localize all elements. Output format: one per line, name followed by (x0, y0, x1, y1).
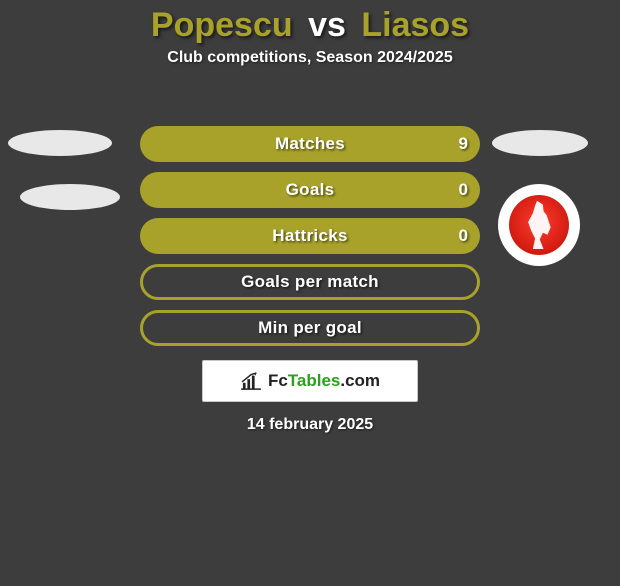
stat-bar-label: Min per goal (258, 318, 362, 338)
stat-bar-row: Goals per match (140, 264, 480, 300)
stat-bar-row: Min per goal (140, 310, 480, 346)
club-badge-inner (509, 195, 570, 256)
stat-bar-label: Hattricks (272, 226, 347, 246)
vs-word: vs (308, 6, 346, 44)
logo-text: FcTables.com (268, 371, 380, 391)
logo-mid: Tables (288, 371, 341, 390)
player1-club-placeholder (20, 184, 120, 210)
stat-bars: Matches 9 Goals 0 Hattricks 0 Goals per match M… (140, 126, 480, 356)
player2-club-badge (498, 184, 580, 266)
player1-name: Popescu (151, 6, 293, 44)
stat-bar-row: Hattricks 0 (140, 218, 480, 254)
club-badge-figure (520, 201, 559, 250)
stat-bar-row: Matches 9 (140, 126, 480, 162)
player2-name: Liasos (361, 6, 469, 44)
logo-suffix: .com (340, 371, 380, 390)
subtitle: Club competitions, Season 2024/2025 (0, 49, 620, 67)
fctables-logo: FcTables.com (202, 360, 418, 402)
stat-bar-right-value: 0 (459, 180, 468, 200)
stat-bar-row: Goals 0 (140, 172, 480, 208)
player2-avatar-placeholder (492, 130, 588, 156)
stat-bar-right-value: 0 (459, 226, 468, 246)
logo-prefix: Fc (268, 371, 288, 390)
stat-bar-label: Matches (275, 134, 345, 154)
player1-avatar-placeholder (8, 130, 112, 156)
stat-bar-label: Goals (286, 180, 335, 200)
date-text: 14 february 2025 (0, 416, 620, 434)
stat-bar-right-value: 9 (459, 134, 468, 154)
stat-bar-label: Goals per match (241, 272, 379, 292)
comparison-title: Popescu vs Liasos (0, 6, 620, 45)
bar-chart-icon (240, 372, 262, 390)
